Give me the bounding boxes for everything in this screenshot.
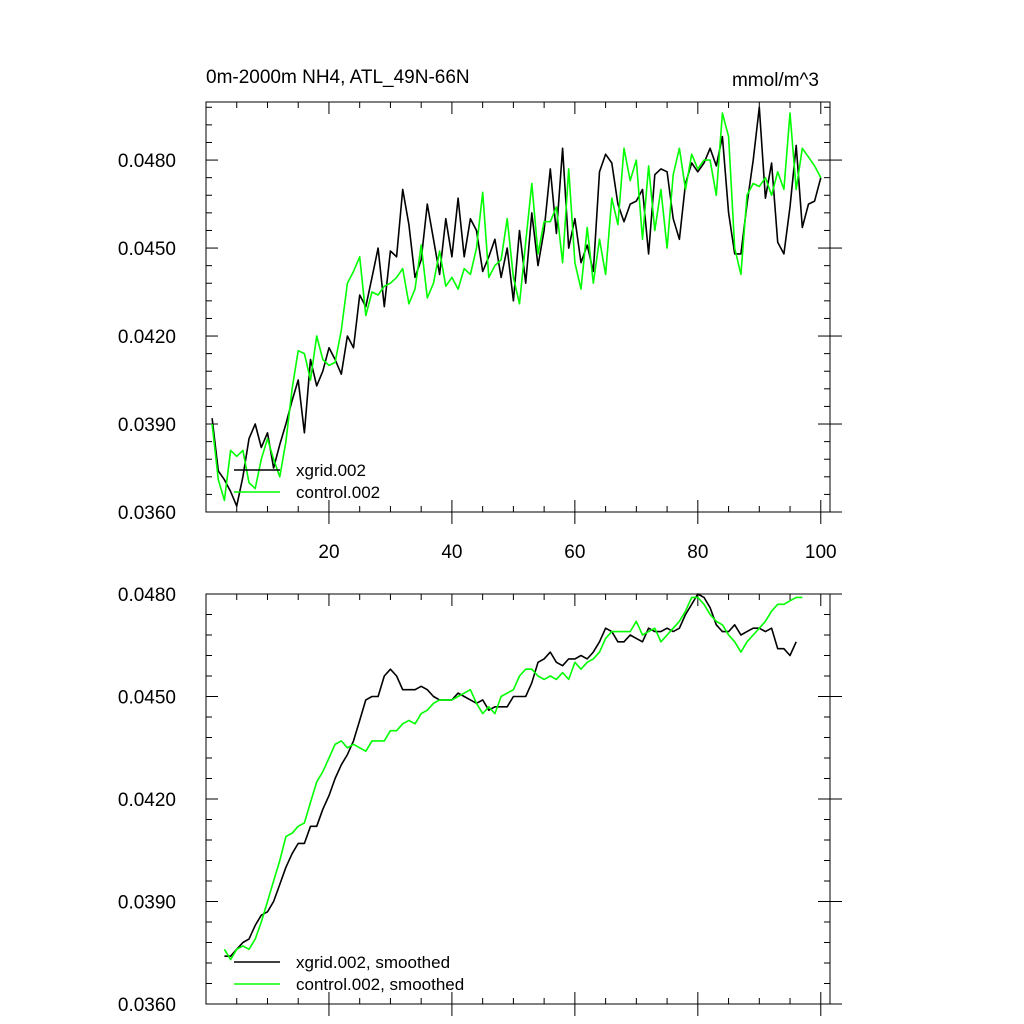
legend: xgrid.002, smoothed control.002, smoothe…	[234, 953, 464, 994]
x-axis-labels: 20 40 60 80 100	[318, 542, 836, 563]
bottom-chart: 0.0360 0.0390 0.0420 0.0450 0.0480 xgrid.002…	[118, 585, 842, 1016]
legend-label-control: control.002	[296, 483, 380, 502]
legend: xgrid.002 control.002	[234, 461, 380, 502]
axis-ticks	[206, 593, 842, 1016]
chart-title: 0m-2000m NH4, ATL_49N-66N	[206, 67, 470, 88]
y-tick-label: 0.0420	[118, 327, 176, 348]
series-lines	[223, 593, 803, 961]
y-tick-label: 0.0480	[118, 151, 176, 172]
axis-ticks	[206, 102, 842, 524]
series-line-control	[211, 112, 822, 502]
y-tick-label: 0.0480	[118, 585, 176, 606]
y-tick-label: 0.0360	[118, 503, 176, 524]
x-tick-label: 40	[441, 542, 462, 563]
y-axis-labels: 0.0360 0.0390 0.0420 0.0450 0.0480	[118, 585, 176, 1016]
legend-label-xgrid-smoothed: xgrid.002, smoothed	[296, 953, 450, 972]
y-tick-label: 0.0360	[118, 995, 176, 1016]
x-tick-label: 100	[805, 542, 837, 563]
series-line-xgrid	[224, 593, 797, 958]
x-tick-label: 60	[564, 542, 585, 563]
y-tick-label: 0.0390	[118, 893, 176, 914]
units-label: mmol/m^3	[732, 70, 819, 91]
x-tick-label: 20	[318, 542, 339, 563]
y-tick-label: 0.0420	[118, 790, 176, 811]
plot-frame	[205, 593, 831, 1005]
x-tick-label: 80	[687, 542, 708, 563]
plot-frame	[205, 101, 831, 513]
legend-label-xgrid: xgrid.002	[296, 461, 366, 480]
series-line-control	[223, 596, 803, 961]
y-axis-labels: 0.0360 0.0390 0.0420 0.0450 0.0480	[118, 151, 176, 524]
y-tick-label: 0.0450	[118, 239, 176, 260]
y-tick-label: 0.0450	[118, 688, 176, 709]
y-tick-label: 0.0390	[118, 415, 176, 436]
series-lines	[211, 106, 822, 507]
top-chart: 0m-2000m NH4, ATL_49N-66N mmol/m^3 20 40 6…	[118, 67, 842, 563]
legend-label-control-smoothed: control.002, smoothed	[296, 975, 464, 994]
